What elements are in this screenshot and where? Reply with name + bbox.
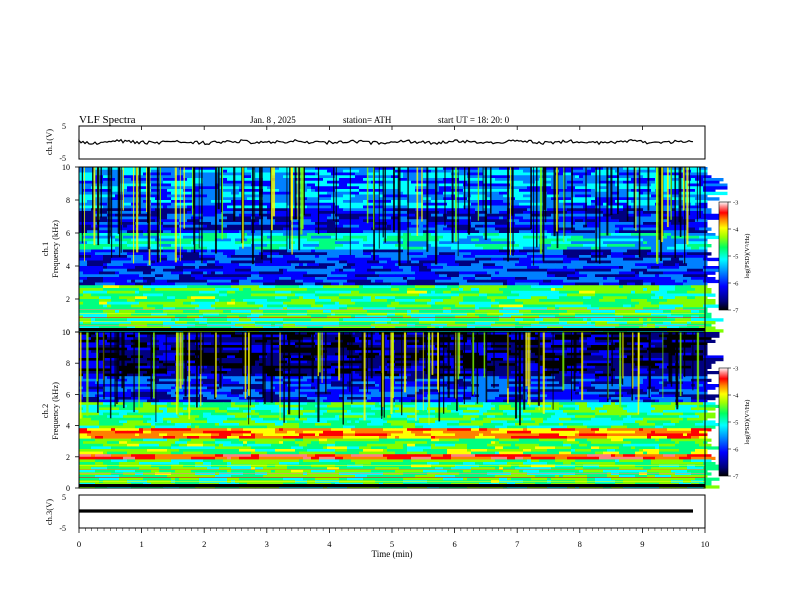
time-axis-label: Time (min) xyxy=(372,549,413,559)
xtick-label-10: 10 xyxy=(701,539,710,549)
ch1-cbtick-label--4: -4 xyxy=(733,227,739,234)
ch1-spec-ylabel-line1: ch.1 xyxy=(40,242,50,256)
ch2-cbtick-label--6: -6 xyxy=(733,447,739,454)
ch2-spec-ytick-label-8: 8 xyxy=(66,359,70,368)
xtick-label-8: 8 xyxy=(578,539,582,549)
figure-title: VLF Spectra xyxy=(79,114,136,126)
ch2-spec-ytick-label-6: 6 xyxy=(66,390,70,399)
ch1-ytick-top: 5 xyxy=(62,122,66,131)
ch1-colorbar xyxy=(718,201,729,311)
ch2-cbtick-label--3: -3 xyxy=(733,366,738,373)
ch2-spectrogram-image xyxy=(79,332,728,489)
start-ut-label: start UT = 18: 20: 0 xyxy=(438,115,510,125)
ch1-waveform-panel: 5 -5 ch.1(V) xyxy=(44,122,706,163)
ch1-spec-ytick-label-8: 8 xyxy=(66,196,70,205)
ch1-cbtick-label--6: -6 xyxy=(733,281,739,288)
ch1-spec-ytick-label-2: 2 xyxy=(66,295,70,304)
ch3-waveform-panel: 5 -5 ch.3(V) xyxy=(44,493,706,533)
date-label: Jan. 8 , 2025 xyxy=(250,115,296,125)
ch2-cbtick-label--4: -4 xyxy=(733,393,739,400)
ch2-spec-ytick-label-10: 10 xyxy=(62,328,70,337)
xtick-label-9: 9 xyxy=(640,539,644,549)
xtick-label-2: 2 xyxy=(202,539,206,549)
xtick-label-7: 7 xyxy=(515,539,519,549)
ch1-spec-ylabel-line2: Frequency (kHz) xyxy=(50,220,60,278)
ch1-ylabel: ch.1(V) xyxy=(44,129,54,155)
ch2-spec-ytick-label-4: 4 xyxy=(66,422,70,431)
xtick-label-6: 6 xyxy=(452,539,456,549)
xtick-label-1: 1 xyxy=(139,539,143,549)
ch2-colorbar-label: log(PSD)(V²/Hz) xyxy=(744,400,751,445)
ch1-cbtick-label--5: -5 xyxy=(733,254,738,261)
xtick-label-4: 4 xyxy=(327,539,332,549)
ch1-waveform-trace xyxy=(78,138,694,146)
xtick-label-3: 3 xyxy=(265,539,269,549)
ch1-colorbar-label: log(PSD)(V²/Hz) xyxy=(744,234,751,279)
ch2-spec-ylabel-line1: ch.2 xyxy=(40,404,50,418)
time-axis: 0 1 2 3 4 5 6 7 8 9 10 xyxy=(77,126,709,549)
ch1-spec-ytick-label-10: 10 xyxy=(62,163,70,172)
ch1-cbtick-label--3: -3 xyxy=(733,200,738,207)
ch2-colorbar xyxy=(718,367,729,477)
ch2-spectrogram-frame xyxy=(78,331,706,489)
ch1-spec-ytick-label-6: 6 xyxy=(66,229,70,238)
ch1-spec-ytick-label-0: 0 xyxy=(66,328,70,337)
ch3-ytick-top: 5 xyxy=(62,493,66,502)
station-label: station= ATH xyxy=(343,115,392,125)
ch1-spectrogram-image xyxy=(79,167,728,333)
ch2-spec-ytick-label-2: 2 xyxy=(66,453,70,462)
ch2-cbtick-label--5: -5 xyxy=(733,420,738,427)
ch3-ytick-bottom: -5 xyxy=(59,524,66,533)
ch1-cbtick-label--7: -7 xyxy=(733,308,739,315)
ch2-spec-ytick-label-0: 0 xyxy=(66,484,70,493)
ch3-ylabel: ch.3(V) xyxy=(44,499,54,525)
ch1-spec-ytick-label-4: 4 xyxy=(66,262,70,271)
xtick-label-0: 0 xyxy=(77,539,81,549)
ch1-ytick-bottom: -5 xyxy=(59,154,66,163)
ch2-cbtick-label--7: -7 xyxy=(733,474,739,481)
xtick-label-5: 5 xyxy=(390,539,394,549)
ch2-spec-ylabel-line2: Frequency (kHz) xyxy=(50,382,60,440)
